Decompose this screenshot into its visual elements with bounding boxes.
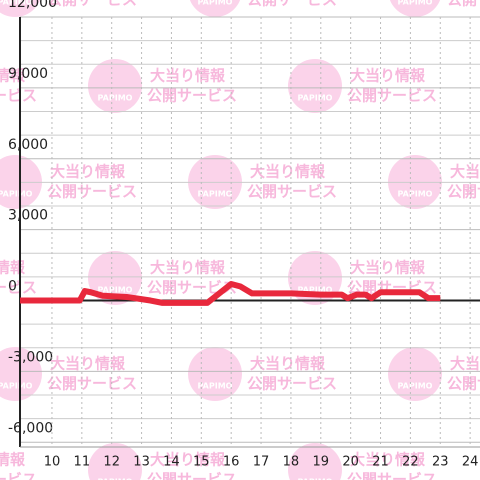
watermark-brand: PAPIMO <box>0 382 33 391</box>
watermark-line1: 大当り情報 <box>50 163 126 181</box>
watermark-brand: PAPIMO <box>98 286 133 295</box>
watermark-brand: PAPIMO <box>398 382 433 391</box>
watermark-line2: 公開サービス <box>447 0 480 9</box>
watermark-line2: 公開サービス <box>47 0 137 9</box>
y-tick-label: -6,000 <box>8 420 53 436</box>
watermark-line2: 公開サービス <box>247 0 337 9</box>
x-tick-label: 14 <box>163 455 180 470</box>
watermark-line2: 公開サービス <box>447 375 480 393</box>
watermark-line1: 大当り情報 <box>250 163 326 181</box>
plot <box>20 280 441 306</box>
watermark-brand: PAPIMO <box>298 94 333 103</box>
watermark-line2: 公開サービス <box>447 183 480 201</box>
watermark-circle <box>288 443 342 480</box>
watermark-brand: PAPIMO <box>198 382 233 391</box>
watermark-line2: 公開サービス <box>347 87 437 105</box>
x-tick-label: 16 <box>223 455 240 470</box>
watermark-circle <box>88 59 142 113</box>
watermark-brand: PAPIMO <box>198 0 233 7</box>
x-tick-label: 22 <box>402 455 419 470</box>
watermark-line1: 大当り情報 <box>50 355 126 373</box>
watermark-circle <box>288 59 342 113</box>
watermark-line2: 公開サービス <box>147 279 237 297</box>
watermark-line1: 大当り情報 <box>0 259 26 277</box>
watermark-circle <box>389 0 441 17</box>
watermark-brand: PAPIMO <box>98 94 133 103</box>
x-tick-label: 12 <box>103 455 120 470</box>
series-line <box>20 280 441 306</box>
x-tick-label: 19 <box>313 455 330 470</box>
watermark-line1: 大当り情報 <box>250 355 326 373</box>
x-tick-label: 13 <box>133 455 150 470</box>
grid: 12,000 9,000 6,000 3,000 0 -3,000 -6,000 10 11 12… <box>8 0 480 470</box>
watermark-brand: PAPIMO <box>398 0 433 7</box>
watermark-line2: 公開サービス <box>247 375 337 393</box>
watermark-circle <box>388 347 442 401</box>
x-tick-label: 23 <box>432 455 449 470</box>
y-tick-label: -3,000 <box>8 349 53 365</box>
watermark-brand: PAPIMO <box>298 286 333 295</box>
watermark-line1: 大当り情報 <box>450 163 480 181</box>
watermark-line1: 大当り情報 <box>150 451 226 469</box>
x-tick-label: 24 <box>462 455 479 470</box>
x-tick-label: 10 <box>44 455 61 470</box>
y-tick-label: 6,000 <box>8 137 48 153</box>
watermark-line2: 公開サービス <box>47 183 137 201</box>
watermark-line1: 大当り情報 <box>150 259 226 277</box>
watermark-line2: 公開サービス <box>0 87 37 105</box>
watermark-line2: 公開サービス <box>47 375 137 393</box>
watermark-circle <box>88 443 142 480</box>
watermark-circle <box>189 0 241 17</box>
y-tick-label: 0 <box>8 279 17 295</box>
x-tick-label: 15 <box>193 455 210 470</box>
watermark-line1: 大当り情報 <box>350 67 426 85</box>
watermark-brand: PAPIMO <box>198 190 233 199</box>
watermark-line2: 公開サービス <box>347 471 437 480</box>
watermark-circle <box>88 251 142 305</box>
watermark-brand: PAPIMO <box>398 190 433 199</box>
x-tick-label: 18 <box>283 455 300 470</box>
y-tick-label: 12,000 <box>8 0 57 11</box>
watermark-brand: PAPIMO <box>0 190 33 199</box>
watermark-line1: 大当り情報 <box>450 355 480 373</box>
x-tick-label: 21 <box>372 455 389 470</box>
watermark-circle <box>0 0 41 17</box>
watermark-line2: 公開サービス <box>147 471 237 480</box>
watermark-brand: PAPIMO <box>98 478 133 480</box>
x-tick-label: 11 <box>74 455 91 470</box>
watermark-line2: 公開サービス <box>0 279 37 297</box>
watermark-line1: 大当り情報 <box>150 67 226 85</box>
watermark-brand: PAPIMO <box>298 478 333 480</box>
watermark-line1: 大当り情報 <box>350 451 426 469</box>
watermark-brand: PAPIMO <box>0 0 33 7</box>
watermark-line1: 大当り情報 <box>350 259 426 277</box>
x-tick-label: 17 <box>253 455 270 470</box>
watermark-line2: 公開サービス <box>0 471 37 480</box>
y-tick-label: 3,000 <box>8 208 48 224</box>
watermark-line2: 公開サービス <box>247 183 337 201</box>
x-tick-label: 20 <box>342 455 359 470</box>
watermark-line2: 公開サービス <box>147 87 237 105</box>
y-tick-label: 9,000 <box>8 66 48 82</box>
watermark-circle <box>188 347 242 401</box>
watermark-line1: 大当り情報 <box>0 451 26 469</box>
